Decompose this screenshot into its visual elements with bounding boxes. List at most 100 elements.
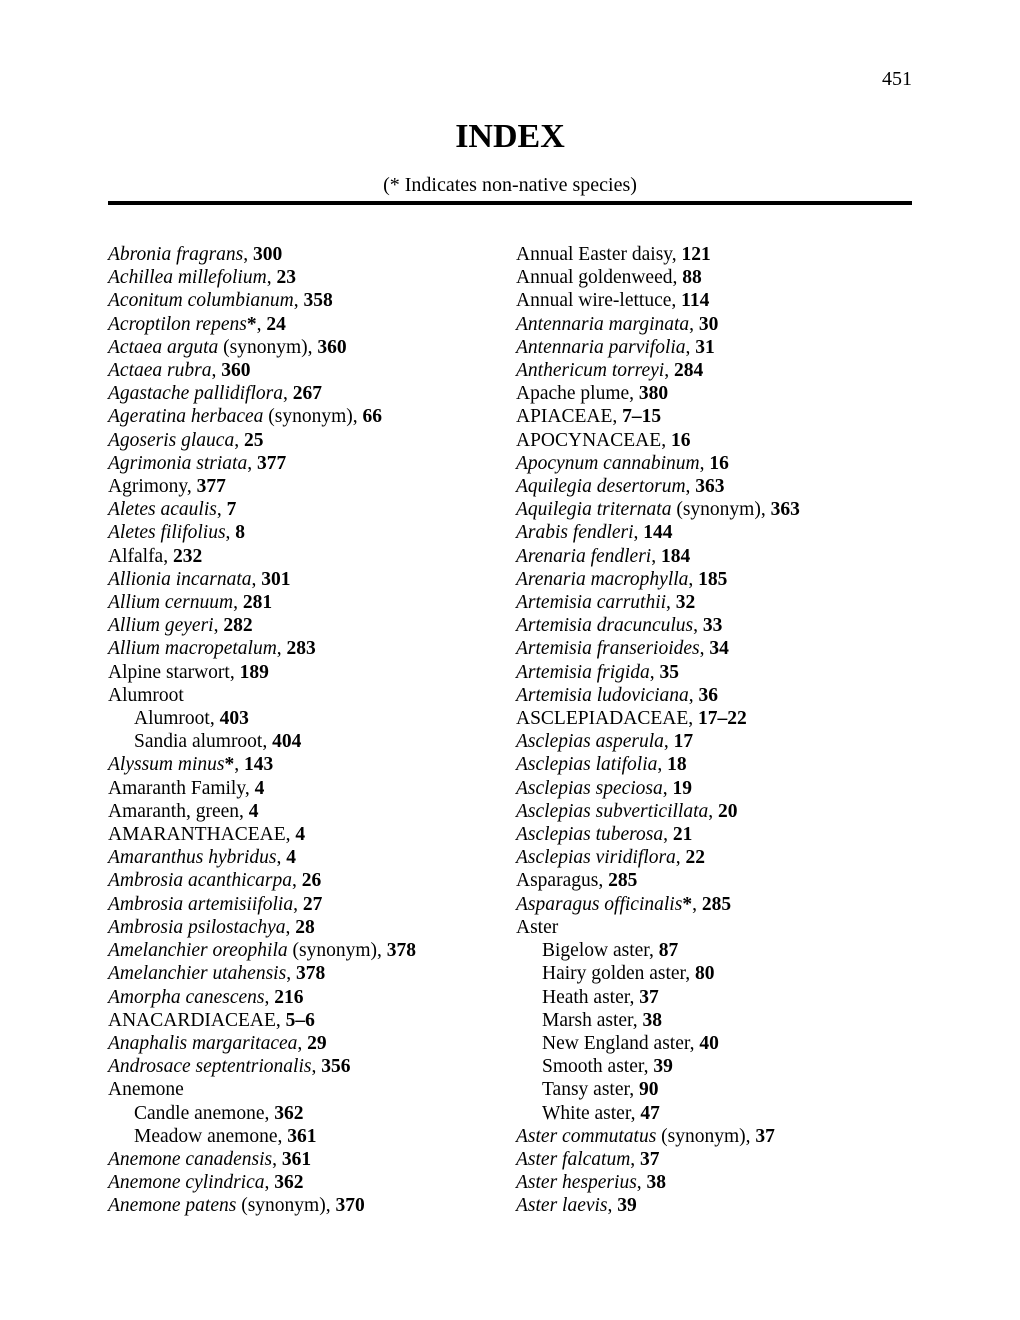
entry-pages: 7 <box>227 499 237 520</box>
entry-pages: 4 <box>249 801 259 822</box>
entry-pages: 25 <box>244 430 264 451</box>
divider <box>108 201 912 205</box>
entry-pages: 30 <box>699 314 719 335</box>
index-entry: Asclepias speciosa, 19 <box>516 777 912 800</box>
entry-pages: 4 <box>295 824 305 845</box>
index-entry: Bigelow aster, 87 <box>516 939 912 962</box>
index-entry: Agrimonia striata, 377 <box>108 452 504 475</box>
entry-pages: 23 <box>276 267 296 288</box>
entry-name: Agastache pallidiflora <box>108 383 283 404</box>
index-entry: Anemone cylindrica, 362 <box>108 1171 504 1194</box>
entry-name: Amaranthus hybridus <box>108 847 276 868</box>
entry-name: Asclepias tuberosa <box>516 824 663 845</box>
entry-name: Aletes filifolius <box>108 522 226 543</box>
index-entry: Aquilegia triternata (synonym), 363 <box>516 498 912 521</box>
entry-name: Achillea millefolium <box>108 267 267 288</box>
entry-paren: (synonym) <box>241 1195 326 1216</box>
index-left-column: Abronia fragrans, 300Achillea millefoliu… <box>108 243 504 1218</box>
entry-name: AMARANTHACEAE <box>108 824 286 845</box>
entry-name: Aster commutatus <box>516 1126 656 1147</box>
entry-marker: * <box>247 314 257 335</box>
index-entry: Amorpha canescens, 216 <box>108 986 504 1009</box>
entry-name: Artemisia franserioides <box>516 638 700 659</box>
entry-name: Artemisia dracunculus <box>516 615 693 636</box>
entry-pages: 32 <box>676 592 696 613</box>
index-entry: White aster, 47 <box>516 1102 912 1125</box>
index-entry: Arenaria macrophylla, 185 <box>516 568 912 591</box>
entry-name: Actaea rubra <box>108 360 211 381</box>
index-entry: Smooth aster, 39 <box>516 1055 912 1078</box>
entry-pages: 232 <box>173 546 202 567</box>
entry-name: Aquilegia triternata <box>516 499 671 520</box>
index-entry: Alyssum minus*, 143 <box>108 753 504 776</box>
entry-pages: 285 <box>702 894 731 915</box>
index-entry: AMARANTHACEAE, 4 <box>108 823 504 846</box>
entry-name: Annual Easter daisy <box>516 244 672 265</box>
entry-name: Alumroot <box>108 685 184 706</box>
entry-name: New England aster <box>542 1033 690 1054</box>
entry-pages: 377 <box>257 453 286 474</box>
entry-pages: 4 <box>286 847 296 868</box>
index-entry: Alumroot <box>108 684 504 707</box>
entry-paren: (synonym) <box>223 337 308 358</box>
entry-name: Meadow anemone <box>134 1126 278 1147</box>
index-entry: Amelanchier oreophila (synonym), 378 <box>108 939 504 962</box>
entry-pages: 16 <box>709 453 729 474</box>
entry-pages: 361 <box>282 1149 311 1170</box>
entry-pages: 16 <box>671 430 691 451</box>
entry-pages: 39 <box>653 1056 673 1077</box>
entry-name: Artemisia frigida <box>516 662 650 683</box>
index-entry: Apache plume, 380 <box>516 382 912 405</box>
index-entry: Hairy golden aster, 80 <box>516 962 912 985</box>
entry-name: Agoseris glauca <box>108 430 234 451</box>
entry-pages: 358 <box>304 290 333 311</box>
index-entry: Asclepias subverticillata, 20 <box>516 800 912 823</box>
entry-pages: 282 <box>223 615 252 636</box>
index-entry: Amelanchier utahensis, 378 <box>108 962 504 985</box>
index-entry: Asclepias latifolia, 18 <box>516 753 912 776</box>
entry-name: Artemisia carruthii <box>516 592 666 613</box>
index-entry: Achillea millefolium, 23 <box>108 266 504 289</box>
index-entry: Allium macropetalum, 283 <box>108 637 504 660</box>
index-entry: Marsh aster, 38 <box>516 1009 912 1032</box>
index-entry: Anemone <box>108 1078 504 1101</box>
entry-pages: 27 <box>303 894 323 915</box>
index-entry: Anemone patens (synonym), 370 <box>108 1194 504 1217</box>
entry-pages: 189 <box>240 662 269 683</box>
index-entry: Amaranth Family, 4 <box>108 777 504 800</box>
entry-name: Arenaria fendleri <box>516 546 651 567</box>
index-entry: Annual Easter daisy, 121 <box>516 243 912 266</box>
entry-pages: 39 <box>617 1195 637 1216</box>
index-entry: Abronia fragrans, 300 <box>108 243 504 266</box>
entry-pages: 47 <box>640 1103 660 1124</box>
index-entry: Aquilegia desertorum, 363 <box>516 475 912 498</box>
index-entry: Allium cernuum, 281 <box>108 591 504 614</box>
index-entry: Agoseris glauca, 25 <box>108 429 504 452</box>
index-entry: Anthericum torreyi, 284 <box>516 359 912 382</box>
entry-name: Aquilegia desertorum <box>516 476 686 497</box>
entry-name: Hairy golden aster <box>542 963 685 984</box>
index-entry: Androsace septentrionalis, 356 <box>108 1055 504 1078</box>
entry-pages: 267 <box>293 383 322 404</box>
entry-name: Bigelow aster <box>542 940 649 961</box>
index-entry: Aster falcatum, 37 <box>516 1148 912 1171</box>
entry-pages: 26 <box>302 870 322 891</box>
entry-pages: 20 <box>718 801 738 822</box>
entry-pages: 4 <box>255 778 265 799</box>
entry-pages: 281 <box>243 592 272 613</box>
entry-name: Tansy aster <box>542 1079 629 1100</box>
entry-pages: 184 <box>661 546 690 567</box>
index-entry: Aconitum columbianum, 358 <box>108 289 504 312</box>
entry-pages: 380 <box>639 383 668 404</box>
entry-pages: 80 <box>695 963 715 984</box>
entry-name: Aster <box>516 917 558 938</box>
entry-name: Ambrosia artemisiifolia <box>108 894 293 915</box>
entry-name: Amaranth, green <box>108 801 239 822</box>
entry-name: Actaea arguta <box>108 337 218 358</box>
entry-pages: 362 <box>274 1172 303 1193</box>
entry-pages: 362 <box>274 1103 303 1124</box>
index-right-column: Annual Easter daisy, 121Annual goldenwee… <box>516 243 912 1218</box>
index-entry: Anemone canadensis, 361 <box>108 1148 504 1171</box>
index-entry: Aster laevis, 39 <box>516 1194 912 1217</box>
entry-name: Antennaria parvifolia <box>516 337 686 358</box>
